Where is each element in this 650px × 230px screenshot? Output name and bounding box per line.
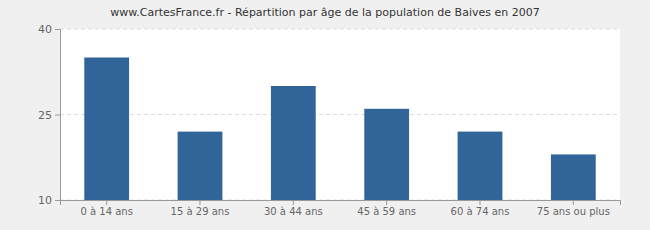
y-tick-label: 10 [38,194,52,207]
y-axis-line [55,30,61,201]
x-tick: 15 à 29 ans [171,200,230,217]
y-tick-mark [55,115,60,116]
y-tick: 25 [38,109,60,122]
x-tick-label: 75 ans ou plus [537,206,610,217]
title: www.CartesFrance.fr - Répartition par âg… [110,6,539,19]
x-tick: 30 à 44 ans [264,200,323,217]
x-tick-mark [386,200,387,205]
y-tick-mark [55,200,60,201]
bars [84,58,595,201]
bar [84,58,129,201]
x-tick: 45 à 59 ans [357,200,416,217]
chart: www.CartesFrance.fr - Répartition par âg… [0,0,650,230]
grid [60,29,620,200]
y-tick-label: 25 [38,109,52,122]
x-tick: 60 à 74 ans [451,200,510,217]
x-tick-label: 15 à 29 ans [171,206,230,217]
x-tick: 0 à 14 ans [80,200,132,217]
bar [364,109,409,200]
bar [458,132,503,200]
x-tick-label: 45 à 59 ans [357,206,416,217]
x-tick-mark [480,200,481,205]
x-axis: 0 à 14 ans 15 à 29 ans 30 à 44 ans 45 à 59 … [61,200,621,217]
plot-area [60,29,620,200]
y-tick: 10 [38,194,60,207]
y-tick-mark [55,29,60,30]
y-tick-label: 40 [38,23,52,36]
bar [178,132,223,200]
x-tick: 75 ans ou plus [537,200,610,217]
x-axis-line [61,201,621,206]
x-tick-label: 60 à 74 ans [451,206,510,217]
bar [271,86,316,200]
x-tick-label: 30 à 44 ans [264,206,323,217]
bar [551,154,596,200]
y-axis: 10 25 40 [38,23,61,207]
grid-line [60,114,620,115]
x-tick-label: 0 à 14 ans [80,206,132,217]
x-tick-mark [200,200,201,205]
x-tick-mark [106,200,107,205]
y-tick: 40 [38,23,60,36]
grid-line [60,29,620,30]
background [0,0,650,230]
x-tick-mark [293,200,294,205]
x-tick-mark [573,200,574,205]
plot: 10 25 40 0 à 14 ans 15 à 29 ans 30 à 44 ans 45… [38,23,621,217]
